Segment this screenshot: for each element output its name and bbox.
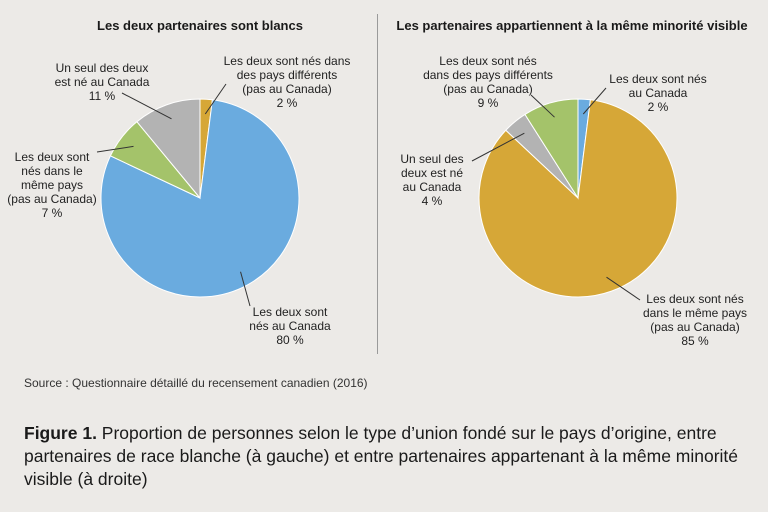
left-label-different-countries: Les deux sont nés dans des pays différen… [223, 54, 351, 110]
right-label-same-country: Les deux sont nés dans le même pays (pas… [642, 292, 748, 348]
pie-charts [96, 83, 678, 307]
right-label-different-countries: Les deux sont nés dans des pays différen… [423, 54, 553, 110]
right-chart-title: Les partenaires appartiennent à la même … [396, 18, 748, 33]
left-label-same-country: Les deux sont nés dans le même pays (pas… [7, 150, 97, 220]
panel-divider [377, 14, 378, 354]
left-label-one-born-canada: Un seul des deux est né au Canada 11 % [54, 61, 150, 103]
right-leader-line-1 [606, 276, 641, 301]
right-pie-slice-3 [524, 98, 579, 200]
source-note: Source : Questionnaire détaillé du recen… [24, 376, 368, 390]
left-pie-slice-3 [136, 98, 201, 200]
caption-text: Proportion de personnes selon le type d’… [24, 423, 739, 489]
right-leader-line-3 [530, 94, 555, 118]
right-label-born-canada: Les deux sont nés au Canada 2 % [609, 72, 707, 114]
figure-number: Figure 1. [24, 423, 97, 443]
right-leader-line-2 [471, 132, 525, 162]
figure-caption: Figure 1. Proportion de personnes selon … [24, 422, 754, 491]
left-label-born-canada: Les deux sont nés au Canada 80 % [249, 305, 331, 347]
left-leader-line-2 [96, 145, 134, 153]
left-leader-line-1 [240, 271, 251, 307]
left-leader-line-0 [204, 83, 227, 115]
left-chart-title: Les deux partenaires sont blancs [97, 18, 303, 33]
left-leader-line-3 [121, 92, 172, 120]
right-leader-line-0 [582, 87, 607, 115]
right-label-one-born-canada: Un seul des deux est né au Canada 4 % [400, 152, 464, 208]
